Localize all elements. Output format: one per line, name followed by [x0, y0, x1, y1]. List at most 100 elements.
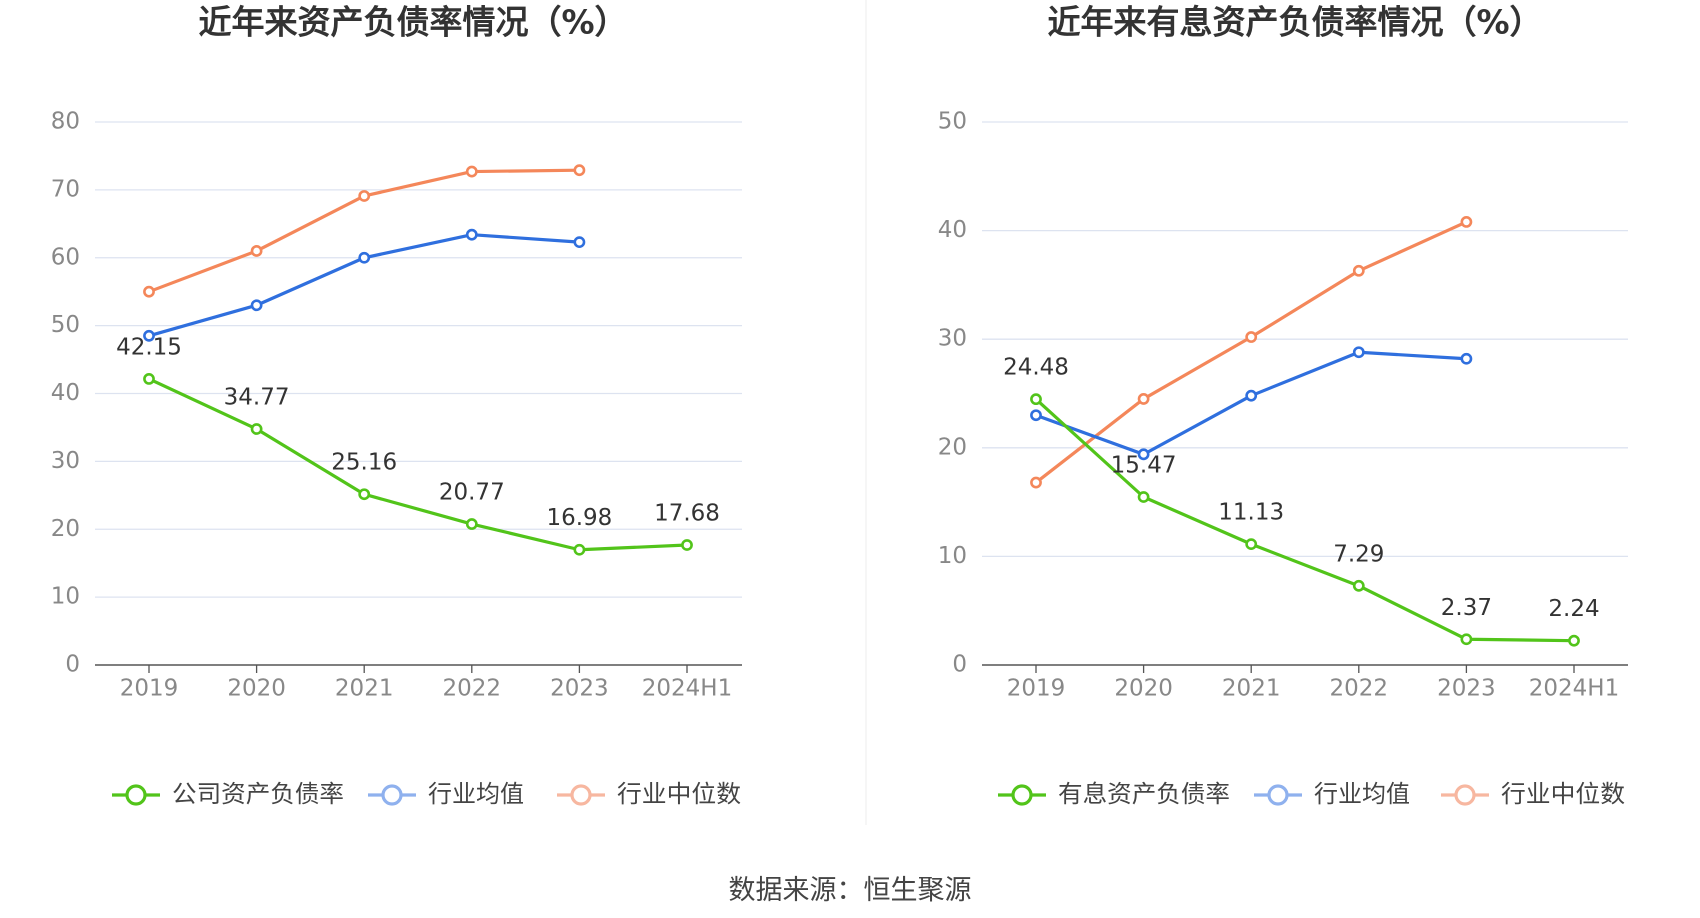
chart-panel-1: 近年来资产负债率情况（%） 0 10 20 30 40 50 60 70 80 2019 2020 20…: [51, 3, 742, 808]
data-point: [1245, 389, 1258, 402]
data-source-note: 数据来源：恒生聚源: [728, 875, 972, 906]
legend-marker-icon: [570, 784, 592, 806]
data-label: 11.13: [1218, 500, 1284, 526]
data-point: [1137, 393, 1150, 405]
data-point: [250, 423, 263, 435]
data-label: 2.37: [1441, 595, 1492, 621]
series-green: 42.15 34.77 25.16 20.77 16.98 17.68: [116, 334, 720, 556]
y-tick-label: 10: [51, 584, 80, 610]
series-line: [1034, 397, 1575, 643]
y-tick-label: 50: [938, 109, 967, 135]
data-label: 24.48: [1003, 355, 1069, 381]
data-point: [143, 329, 155, 342]
y-tick-label: 50: [51, 312, 80, 338]
data-point: [1030, 476, 1042, 489]
data-point: [1460, 633, 1473, 646]
series-orange: [1030, 216, 1473, 489]
y-tick-label: 60: [51, 244, 80, 270]
data-point: [1352, 264, 1365, 277]
legend-marker-icon: [1454, 784, 1476, 806]
x-tick-label: 2019: [120, 676, 179, 702]
data-point: [573, 543, 586, 556]
data-point: [1137, 491, 1150, 503]
data-point: [465, 165, 478, 178]
series-blue: [1030, 346, 1473, 461]
data-label: 17.68: [654, 500, 720, 526]
x-tick-label: 2020: [1114, 676, 1173, 702]
legend-label: 行业均值: [428, 780, 524, 808]
legend-label: 行业中位数: [1501, 780, 1625, 808]
series-orange: [143, 164, 586, 298]
legend-marker-icon: [381, 784, 403, 806]
data-point: [250, 299, 263, 312]
y-tick-label: 0: [65, 652, 80, 678]
legend-label: 有息资产负债率: [1058, 780, 1230, 808]
series-green: 24.48 15.47 11.13 7.29 2.37 2.24: [1003, 355, 1600, 647]
legend: 有息资产负债率 行业均值 行业中位数: [998, 780, 1625, 808]
x-tick-label: 2024H1: [642, 676, 732, 702]
data-point: [358, 251, 371, 264]
y-tick-label: 20: [938, 434, 967, 460]
legend-label: 行业中位数: [617, 780, 741, 808]
series-line: [1035, 220, 1468, 484]
x-tick-label: 2023: [550, 676, 609, 702]
data-point: [1245, 538, 1258, 551]
data-label: 34.77: [224, 384, 290, 410]
legend: 公司资产负债率 行业均值 行业中位数: [112, 780, 741, 808]
y-tick-label: 30: [938, 326, 967, 352]
x-tick-label: 2020: [227, 676, 286, 702]
legend-label: 公司资产负债率: [172, 780, 344, 808]
series-line: [148, 233, 580, 338]
data-point: [1030, 393, 1042, 406]
y-tick-label: 20: [51, 516, 80, 542]
legend-marker-icon: [125, 784, 147, 806]
y-tick-label: 0: [952, 652, 967, 678]
legend-marker-icon: [1011, 784, 1033, 806]
data-point: [358, 488, 371, 501]
data-label: 16.98: [546, 505, 612, 531]
data-label: 25.16: [331, 450, 397, 476]
legend-label: 行业均值: [1314, 780, 1410, 808]
data-point: [573, 236, 586, 249]
data-point: [143, 285, 155, 298]
series-blue: [143, 228, 586, 342]
x-tick-label: 2021: [1222, 676, 1281, 702]
x-tick-label: 2024H1: [1529, 676, 1619, 702]
data-point: [1137, 448, 1150, 461]
data-point: [1568, 634, 1580, 647]
y-tick-label: 40: [938, 217, 967, 243]
data-point: [1030, 409, 1042, 422]
data-point: [1460, 216, 1473, 228]
chart-title: 近年来资产负债率情况（%）: [198, 3, 627, 42]
data-label: 20.77: [439, 480, 505, 506]
y-tick-label: 80: [51, 109, 80, 135]
data-point: [573, 164, 586, 177]
x-tick-label: 2022: [443, 676, 502, 702]
x-tick-label: 2022: [1330, 676, 1389, 702]
series-line: [148, 377, 688, 552]
x-tick-label: 2023: [1437, 676, 1496, 702]
data-label: 2.24: [1548, 596, 1599, 622]
data-label: 7.29: [1333, 541, 1384, 567]
data-point: [465, 228, 478, 241]
y-tick-label: 10: [938, 543, 967, 569]
x-tick-label: 2021: [335, 676, 394, 702]
series-line: [1035, 350, 1467, 456]
y-tick-label: 70: [51, 176, 80, 202]
data-point: [465, 518, 478, 530]
y-tick-label: 30: [51, 448, 80, 474]
series-line: [148, 168, 580, 294]
data-point: [1352, 579, 1365, 592]
data-point: [250, 245, 263, 257]
legend-marker-icon: [1267, 784, 1289, 806]
data-label: 15.47: [1111, 452, 1177, 478]
data-point: [358, 190, 371, 202]
data-point: [143, 373, 155, 385]
data-point: [681, 539, 693, 551]
data-label: 42.15: [116, 334, 182, 360]
chart-title: 近年来有息资产负债率情况（%）: [1047, 3, 1542, 42]
data-point: [1460, 352, 1473, 365]
data-point: [1352, 346, 1365, 359]
y-tick-label: 40: [51, 380, 80, 406]
